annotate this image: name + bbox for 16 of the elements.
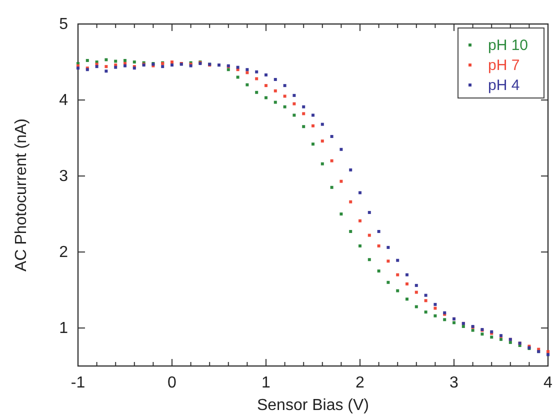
x-tick-label: 4 (544, 374, 553, 392)
y-tick-label: 5 (59, 16, 68, 34)
x-tick-label: 2 (356, 374, 365, 392)
legend-label: pH 10 (488, 37, 528, 54)
x-tick-label: 1 (262, 374, 271, 392)
x-tick-label: -1 (70, 374, 86, 392)
y-tick-label: 3 (59, 168, 68, 186)
y-axis-title: AC Photocurrent (nA) (13, 118, 30, 272)
y-tick-label: 4 (59, 92, 68, 110)
y-tick-label: 1 (59, 320, 68, 338)
legend-label: pH 4 (488, 77, 520, 94)
y-tick-label: 2 (59, 244, 68, 262)
x-tick-label: 0 (168, 374, 177, 392)
x-axis-title: Sensor Bias (V) (256, 397, 370, 414)
x-tick-label: 3 (450, 374, 459, 392)
legend-label: pH 7 (488, 57, 520, 74)
